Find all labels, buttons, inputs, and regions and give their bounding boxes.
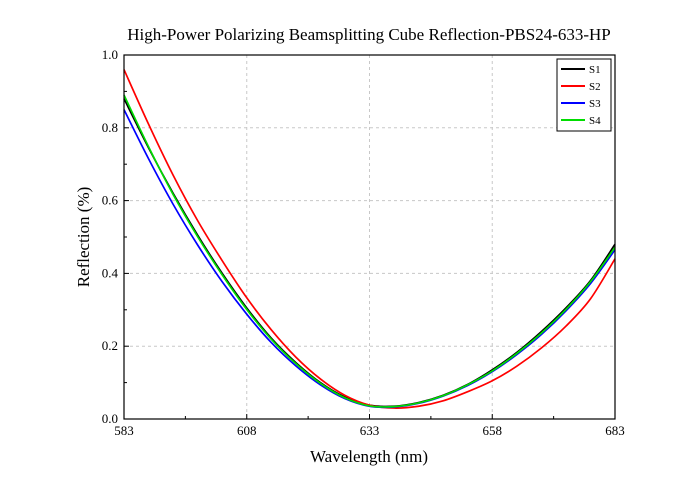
y-tick-label: 0.6 <box>102 193 119 208</box>
chart-title: High-Power Polarizing Beamsplitting Cube… <box>127 25 611 44</box>
legend-label-s1: S1 <box>589 64 601 76</box>
x-tick-label: 608 <box>237 423 257 438</box>
legend-label-s2: S2 <box>589 81 601 93</box>
x-tick-label: 583 <box>114 423 134 438</box>
y-tick-label: 0.4 <box>102 265 119 280</box>
series-lines <box>123 69 616 409</box>
x-tick-label: 683 <box>605 423 625 438</box>
x-axis-label: Wavelength (nm) <box>310 447 428 466</box>
y-tick-label: 1.0 <box>102 47 118 62</box>
grid-lines <box>124 55 615 419</box>
y-tick-label: 0.0 <box>102 411 118 426</box>
series-line-s4 <box>123 94 616 408</box>
x-tick-label: 633 <box>360 423 380 438</box>
y-tick-label: 0.8 <box>102 120 118 135</box>
legend: S1 S2 S3 S4 <box>556 58 612 132</box>
series-line-s1 <box>123 98 616 408</box>
x-tick-label: 658 <box>483 423 503 438</box>
legend-label-s4: S4 <box>589 115 601 127</box>
y-tick-label: 0.2 <box>102 338 118 353</box>
legend-label-s3: S3 <box>589 98 601 110</box>
axis-ticks: 583 608 633 658 683 0.0 0.2 0.4 0.6 0.8 1.0 <box>102 47 625 438</box>
y-axis-label: Reflection (%) <box>74 187 93 288</box>
